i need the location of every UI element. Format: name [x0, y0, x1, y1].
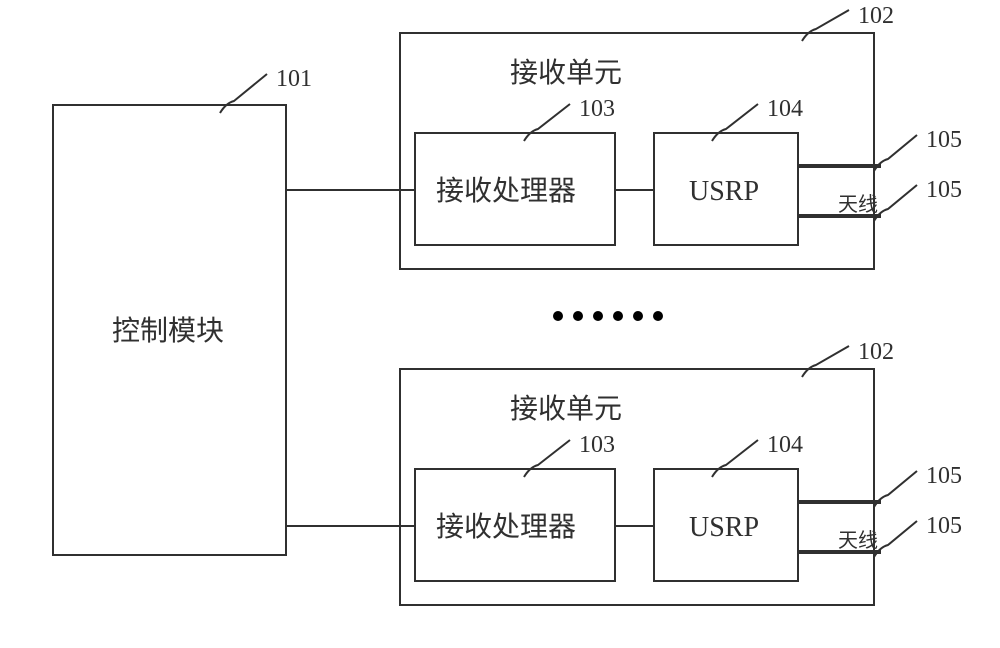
- unit-1-usrp-ref: 104: [767, 432, 803, 458]
- unit-0-usrp-label: USRP: [689, 176, 759, 207]
- control-module-ref: 101: [276, 66, 312, 92]
- unit-1-label: 接收单元: [510, 393, 622, 425]
- unit-1-leader: [802, 346, 849, 377]
- unit-0-ref: 102: [858, 3, 894, 29]
- unit-0-label: 接收单元: [510, 57, 622, 89]
- unit-1-processor-ref: 103: [579, 432, 615, 458]
- ellipsis-dot: [653, 311, 663, 321]
- ellipsis-dot: [613, 311, 623, 321]
- unit-0-processor-label: 接收处理器: [436, 175, 576, 207]
- unit-0-box: [400, 33, 874, 269]
- unit-1-antenna-bot-text: 天线: [838, 529, 878, 552]
- unit-0-leader: [802, 10, 849, 41]
- unit-1-ref: 102: [858, 339, 894, 365]
- unit-1-processor-label: 接收处理器: [436, 511, 576, 543]
- unit-0-processor-leader: [524, 104, 570, 141]
- unit-0-usrp-ref: 104: [767, 96, 803, 122]
- control-module-leader: [220, 74, 267, 113]
- block-diagram: 控制模块101接收单元102接收处理器103USRP104105105天线接收单…: [0, 0, 1000, 648]
- control-module-label: 控制模块: [112, 315, 224, 347]
- unit-1-antenna-top-ref: 105: [926, 463, 962, 489]
- unit-1-box: [400, 369, 874, 605]
- unit-1-usrp-label: USRP: [689, 512, 759, 543]
- unit-1-usrp-leader: [712, 440, 758, 477]
- ellipsis-dot: [573, 311, 583, 321]
- ellipsis-dot: [633, 311, 643, 321]
- unit-1-antenna-bot-ref: 105: [926, 513, 962, 539]
- unit-0-processor-ref: 103: [579, 96, 615, 122]
- ellipsis-dot: [553, 311, 563, 321]
- unit-0-antenna-bot-ref: 105: [926, 177, 962, 203]
- unit-0-antenna-top-ref: 105: [926, 127, 962, 153]
- unit-0-antenna-bot-text: 天线: [838, 193, 878, 216]
- unit-0-usrp-leader: [712, 104, 758, 141]
- unit-1-processor-leader: [524, 440, 570, 477]
- ellipsis-dot: [593, 311, 603, 321]
